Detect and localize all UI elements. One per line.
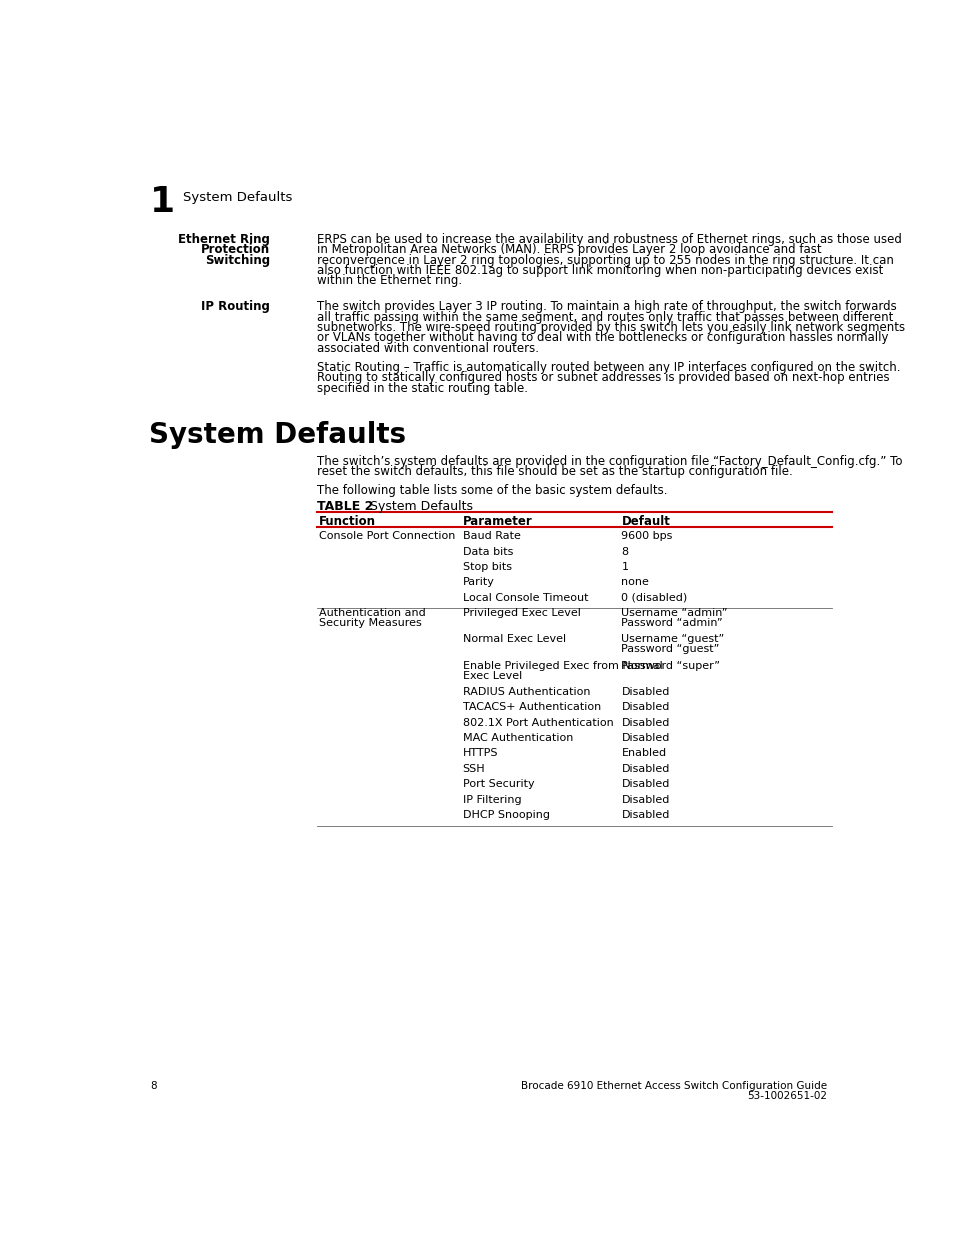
Text: Console Port Connection: Console Port Connection <box>319 531 456 541</box>
Text: Enabled: Enabled <box>620 748 666 758</box>
Text: Parity: Parity <box>462 578 494 588</box>
Text: Parameter: Parameter <box>462 515 532 529</box>
Text: Function: Function <box>319 515 375 529</box>
Text: 8: 8 <box>150 1082 156 1092</box>
Text: Baud Rate: Baud Rate <box>462 531 520 541</box>
Text: Disabled: Disabled <box>620 687 669 697</box>
Text: Default: Default <box>620 515 670 529</box>
Text: TABLE 2: TABLE 2 <box>316 500 373 513</box>
Text: Username “admin”: Username “admin” <box>620 609 727 619</box>
Text: Disabled: Disabled <box>620 779 669 789</box>
Text: Disabled: Disabled <box>620 810 669 820</box>
Text: reconvergence in Layer 2 ring topologies, supporting up to 255 nodes in the ring: reconvergence in Layer 2 ring topologies… <box>316 253 893 267</box>
Text: SSH: SSH <box>462 763 485 774</box>
Text: Username “guest”: Username “guest” <box>620 635 724 645</box>
Text: Enable Privileged Exec from Normal: Enable Privileged Exec from Normal <box>462 661 661 671</box>
Text: Password “super”: Password “super” <box>620 661 720 671</box>
Text: Ethernet Ring: Ethernet Ring <box>178 233 270 246</box>
Text: System Defaults: System Defaults <box>183 191 292 204</box>
Text: Routing to statically configured hosts or subnet addresses is provided based on : Routing to statically configured hosts o… <box>316 370 888 384</box>
Text: Normal Exec Level: Normal Exec Level <box>462 635 565 645</box>
Text: subnetworks. The wire-speed routing provided by this switch lets you easily link: subnetworks. The wire-speed routing prov… <box>316 321 904 333</box>
Text: 1: 1 <box>620 562 628 572</box>
Text: Port Security: Port Security <box>462 779 534 789</box>
Text: Password “admin”: Password “admin” <box>620 619 722 629</box>
Text: specified in the static routing table.: specified in the static routing table. <box>316 382 527 394</box>
Text: in Metropolitan Area Networks (MAN). ERPS provides Layer 2 loop avoidance and fa: in Metropolitan Area Networks (MAN). ERP… <box>316 243 821 257</box>
Text: MAC Authentication: MAC Authentication <box>462 734 573 743</box>
Text: Data bits: Data bits <box>462 547 513 557</box>
Text: Local Console Timeout: Local Console Timeout <box>462 593 587 603</box>
Text: System Defaults: System Defaults <box>369 500 472 513</box>
Text: The switch’s system defaults are provided in the configuration file “Factory_Def: The switch’s system defaults are provide… <box>316 454 902 468</box>
Text: Stop bits: Stop bits <box>462 562 511 572</box>
Text: IP Routing: IP Routing <box>201 300 270 314</box>
Text: 802.1X Port Authentication: 802.1X Port Authentication <box>462 718 613 727</box>
Text: Privileged Exec Level: Privileged Exec Level <box>462 609 579 619</box>
Text: HTTPS: HTTPS <box>462 748 497 758</box>
Text: associated with conventional routers.: associated with conventional routers. <box>316 342 538 354</box>
Text: Disabled: Disabled <box>620 703 669 713</box>
Text: IP Filtering: IP Filtering <box>462 794 520 805</box>
Text: The switch provides Layer 3 IP routing. To maintain a high rate of throughput, t: The switch provides Layer 3 IP routing. … <box>316 300 896 314</box>
Text: TACACS+ Authentication: TACACS+ Authentication <box>462 703 600 713</box>
Text: Exec Level: Exec Level <box>462 671 521 680</box>
Text: Static Routing – Traffic is automatically routed between any IP interfaces confi: Static Routing – Traffic is automaticall… <box>316 361 900 374</box>
Text: Disabled: Disabled <box>620 718 669 727</box>
Text: 0 (disabled): 0 (disabled) <box>620 593 687 603</box>
Text: 1: 1 <box>150 185 175 219</box>
Text: Disabled: Disabled <box>620 734 669 743</box>
Text: DHCP Snooping: DHCP Snooping <box>462 810 549 820</box>
Text: all traffic passing within the same segment, and routes only traffic that passes: all traffic passing within the same segm… <box>316 311 892 324</box>
Text: ERPS can be used to increase the availability and robustness of Ethernet rings, : ERPS can be used to increase the availab… <box>316 233 901 246</box>
Text: Disabled: Disabled <box>620 794 669 805</box>
Text: none: none <box>620 578 649 588</box>
Text: reset the switch defaults, this file should be set as the startup configuration : reset the switch defaults, this file sho… <box>316 466 792 478</box>
Text: RADIUS Authentication: RADIUS Authentication <box>462 687 590 697</box>
Text: Authentication and: Authentication and <box>319 609 425 619</box>
Text: 9600 bps: 9600 bps <box>620 531 672 541</box>
Text: Security Measures: Security Measures <box>319 619 421 629</box>
Text: Switching: Switching <box>205 253 270 267</box>
Text: Protection: Protection <box>201 243 270 257</box>
Text: Disabled: Disabled <box>620 763 669 774</box>
Text: 53-1002651-02: 53-1002651-02 <box>747 1091 827 1100</box>
Text: Password “guest”: Password “guest” <box>620 645 720 655</box>
Text: Brocade 6910 Ethernet Access Switch Configuration Guide: Brocade 6910 Ethernet Access Switch Conf… <box>521 1082 827 1092</box>
Text: within the Ethernet ring.: within the Ethernet ring. <box>316 274 461 288</box>
Text: also function with IEEE 802.1ag to support link monitoring when non-participatin: also function with IEEE 802.1ag to suppo… <box>316 264 882 277</box>
Text: The following table lists some of the basic system defaults.: The following table lists some of the ba… <box>316 484 667 498</box>
Text: 8: 8 <box>620 547 628 557</box>
Text: or VLANs together without having to deal with the bottlenecks or configuration h: or VLANs together without having to deal… <box>316 331 887 345</box>
Text: System Defaults: System Defaults <box>149 421 405 450</box>
